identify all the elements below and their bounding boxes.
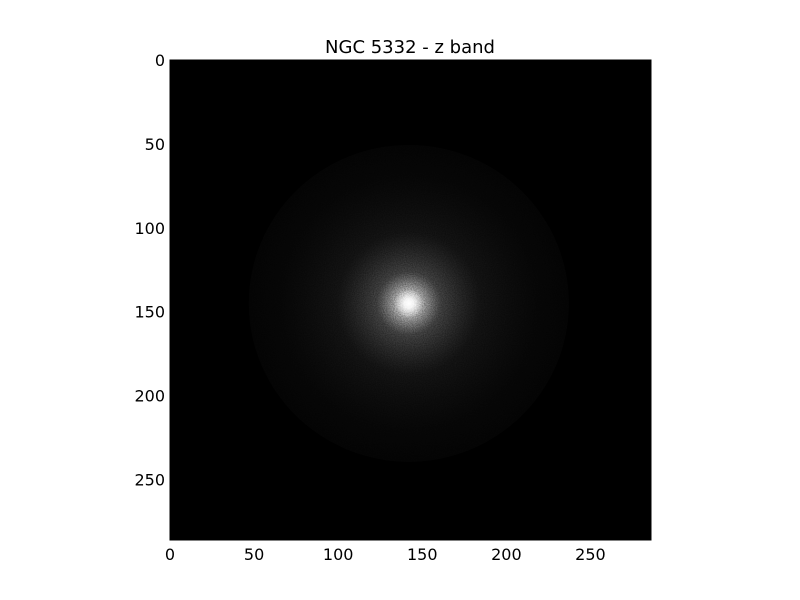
x-tick-label: 0 [165, 545, 175, 564]
x-axis: 0 50 100 150 200 250 [165, 60, 606, 564]
y-tick-label: 150 [134, 303, 165, 322]
galaxy-image [248, 144, 569, 462]
chart-title: NGC 5332 - z band [325, 37, 495, 58]
y-axis: 0 50 100 150 200 250 [134, 51, 651, 490]
x-tick-label: 150 [407, 545, 438, 564]
y-tick-label: 50 [145, 135, 165, 154]
y-tick-label: 200 [134, 387, 165, 406]
x-tick-label: 50 [244, 545, 264, 564]
galaxy-core [394, 289, 423, 318]
x-tick-label: 100 [323, 545, 354, 564]
x-tick-label: 200 [491, 545, 522, 564]
y-tick-label: 100 [134, 219, 165, 238]
y-tick-label: 0 [155, 51, 165, 70]
y-tick-label: 250 [134, 471, 165, 490]
plot-frame [169, 59, 652, 541]
x-tick-label: 250 [575, 545, 606, 564]
